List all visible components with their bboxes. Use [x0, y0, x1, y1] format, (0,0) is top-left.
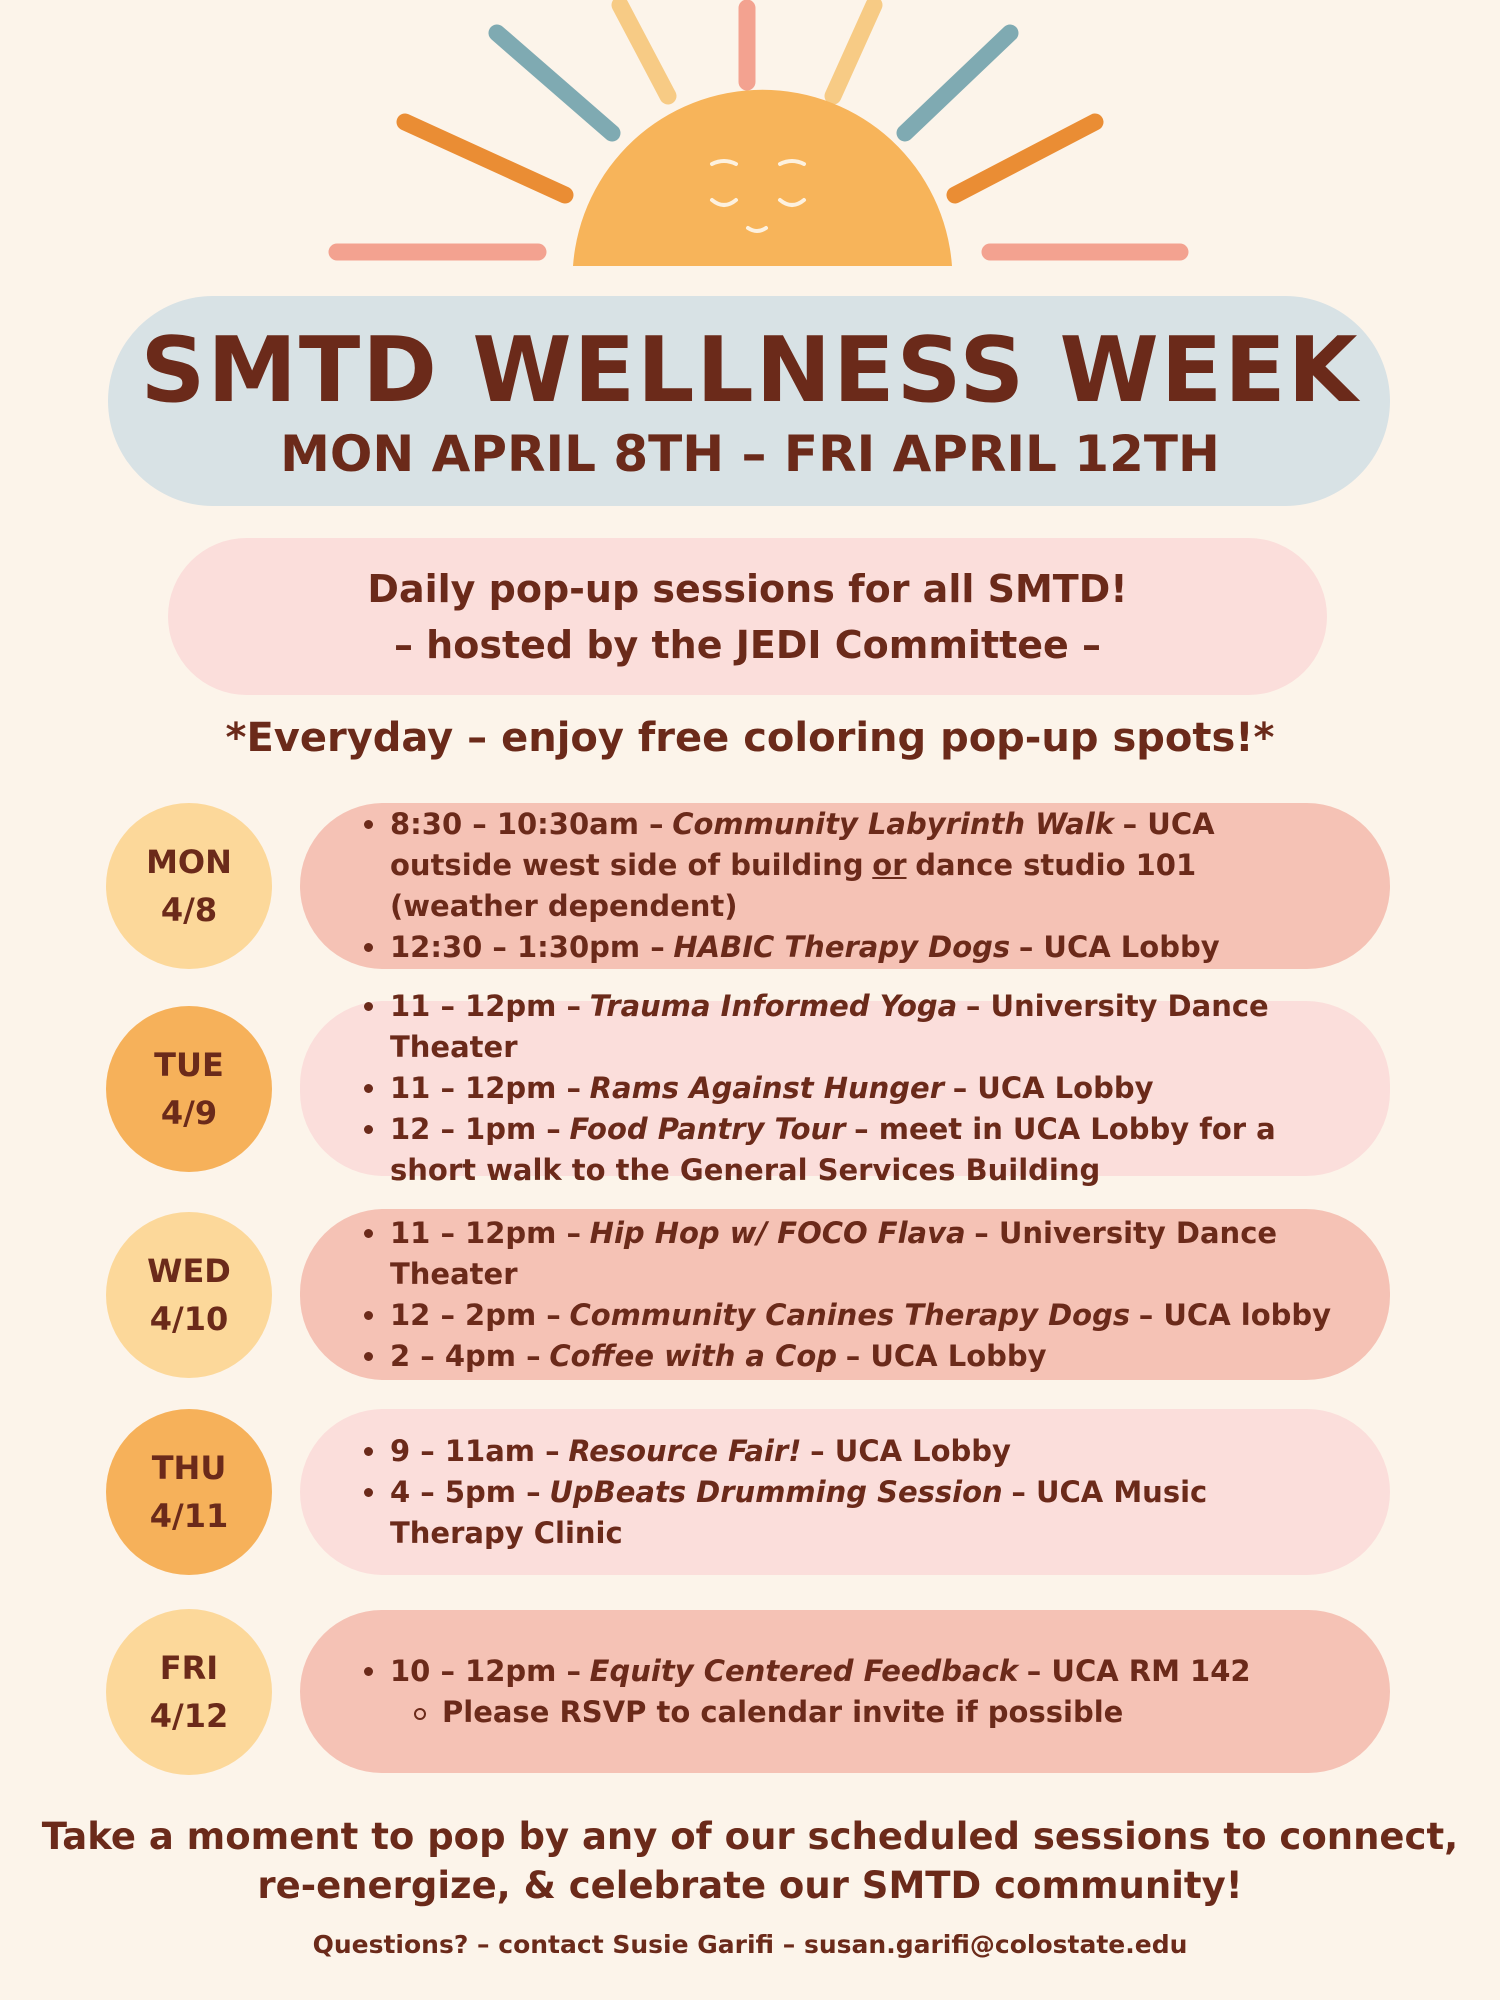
session-item: 12 – 2pm – Community Canines Therapy Dogs… [362, 1295, 1390, 1336]
day-badge: MON 4/8 [106, 803, 272, 969]
footer-line: re-energize, & celebrate our SMTD commun… [257, 1864, 1243, 1907]
sun-illustration [328, 0, 1189, 266]
segment: – University Dance Theater [390, 989, 1269, 1064]
session-item: 12 – 1pm – Food Pantry Tour – meet in UCA … [362, 1109, 1390, 1191]
segment: – UCA outside west side of building [390, 807, 1215, 882]
everyday-note: *Everyday – enjoy free coloring pop-up s… [225, 715, 1275, 761]
segment: 10 – 12pm – [390, 1653, 581, 1688]
session-item: 9 – 11am – Resource Fair! – UCA Lobby [362, 1431, 1390, 1472]
session-subitem: Please RSVP to calendar invite if possib… [362, 1692, 1390, 1733]
segment: – UCA Music Therapy Clinic [390, 1474, 1208, 1550]
session-item: 12:30 – 1:30pm – HABIC Therapy Dogs – UCA … [362, 927, 1390, 968]
segment: 12 – 2pm – [390, 1297, 561, 1332]
title-banner [108, 296, 1390, 506]
day-date: 4/9 [160, 1093, 218, 1132]
segment: 8:30 – 10:30am – [390, 807, 664, 841]
segment: – UCA Lobby [1018, 930, 1220, 964]
day-name: TUE [154, 1045, 224, 1084]
segment: 12:30 – 1:30pm – [390, 930, 665, 964]
session-item: 10 – 12pm – Equity Centered Feedback – UCA… [362, 1651, 1390, 1692]
day-name: WED [147, 1251, 231, 1290]
day-badge: FRI 4/12 [106, 1608, 272, 1775]
day-name: THU [151, 1449, 227, 1487]
segment: – University Dance Theater [390, 1215, 1278, 1291]
day-badge: WED 4/10 [106, 1211, 272, 1378]
segment: Please RSVP to calendar invite if possib… [442, 1694, 1124, 1729]
day-date: 4/10 [149, 1299, 229, 1338]
segment: Hip Hop w/ FOCO Flava [589, 1215, 966, 1250]
dates: MON APRIL 8TH – FRI APRIL 12TH [280, 425, 1220, 483]
day-badge: THU 4/11 [106, 1409, 272, 1575]
session-item: 2 – 4pm – Coffee with a Cop – UCA Lobby [362, 1336, 1390, 1377]
day-sessions: 8:30 – 10:30am – Community Labyrinth Walk… [300, 803, 1390, 969]
day-sessions: 11 – 12pm – Trauma Informed Yoga – Univers… [300, 989, 1390, 1187]
segment: 12 – 1pm – [390, 1112, 561, 1146]
footer: Take a moment to pop by any of our sched… [0, 1812, 1500, 1910]
segment: 11 – 12pm – [390, 989, 581, 1023]
segment: Community Labyrinth Walk [672, 807, 1114, 841]
session-item: 8:30 – 10:30am – Community Labyrinth Walk… [362, 804, 1390, 927]
segment: 4 – 5pm – [390, 1474, 541, 1509]
segment: Coffee with a Cop [549, 1338, 838, 1373]
day-sessions: 9 – 11am – Resource Fair! – UCA Lobby 4 – 5… [300, 1409, 1390, 1575]
segment: – UCA RM 142 [1026, 1653, 1251, 1688]
title: SMTD WELLNESS WEEK [140, 318, 1360, 423]
segment: Trauma Informed Yoga [589, 989, 958, 1023]
day-date: 4/11 [149, 1497, 229, 1535]
segment: – meet in UCA Lobby for a short walk to … [390, 1112, 1276, 1187]
segment: HABIC Therapy Dogs [673, 930, 1011, 964]
day-date: 4/8 [160, 891, 218, 929]
segment: Resource Fair! [568, 1433, 802, 1468]
segment: or [872, 848, 907, 882]
segment: Equity Centered Feedback [589, 1653, 1019, 1688]
intro-line: – hosted by the JEDI Committee – [393, 622, 1102, 667]
session-item: 11 – 12pm – Rams Against Hunger – UCA Lobb… [362, 1068, 1390, 1109]
segment: 11 – 12pm – [390, 1071, 581, 1105]
day-sessions: 11 – 12pm – Hip Hop w/ FOCO Flava – Univer… [300, 1209, 1390, 1380]
segment: Rams Against Hunger [589, 1071, 945, 1105]
intro-line: Daily pop-up sessions for all SMTD! [367, 566, 1128, 611]
session-item: 4 – 5pm – UpBeats Drumming Session – UCA M… [362, 1472, 1390, 1554]
segment: – UCA Lobby [845, 1338, 1047, 1373]
segment: dance studio 101 (weather dependent) [390, 848, 1197, 923]
segment: – UCA lobby [1138, 1297, 1332, 1332]
segment: 9 – 11am – [390, 1433, 560, 1468]
day-name: FRI [159, 1648, 219, 1687]
segment: Community Canines Therapy Dogs [569, 1297, 1131, 1332]
session-item: 11 – 12pm – Trauma Informed Yoga – Univers… [362, 986, 1390, 1068]
day-sessions: 10 – 12pm – Equity Centered Feedback – UCA… [300, 1610, 1390, 1773]
segment: 2 – 4pm – [390, 1338, 541, 1373]
intro-box: Daily pop-up sessions for all SMTD! – ho… [168, 538, 1327, 695]
day-name: MON [146, 843, 232, 881]
segment: – UCA Lobby [952, 1071, 1154, 1105]
segment: UpBeats Drumming Session [549, 1474, 1003, 1509]
day-badge: TUE 4/9 [106, 1005, 272, 1172]
day-date: 4/12 [149, 1696, 229, 1735]
footer-line: Take a moment to pop by any of our sched… [41, 1815, 1459, 1858]
session-item: 11 – 12pm – Hip Hop w/ FOCO Flava – Univer… [362, 1213, 1390, 1295]
contact: Questions? – contact Susie Garifi – susa… [312, 1930, 1188, 1959]
segment: Food Pantry Tour [569, 1112, 846, 1146]
segment: 11 – 12pm – [390, 1215, 581, 1250]
segment: – UCA Lobby [810, 1433, 1011, 1468]
